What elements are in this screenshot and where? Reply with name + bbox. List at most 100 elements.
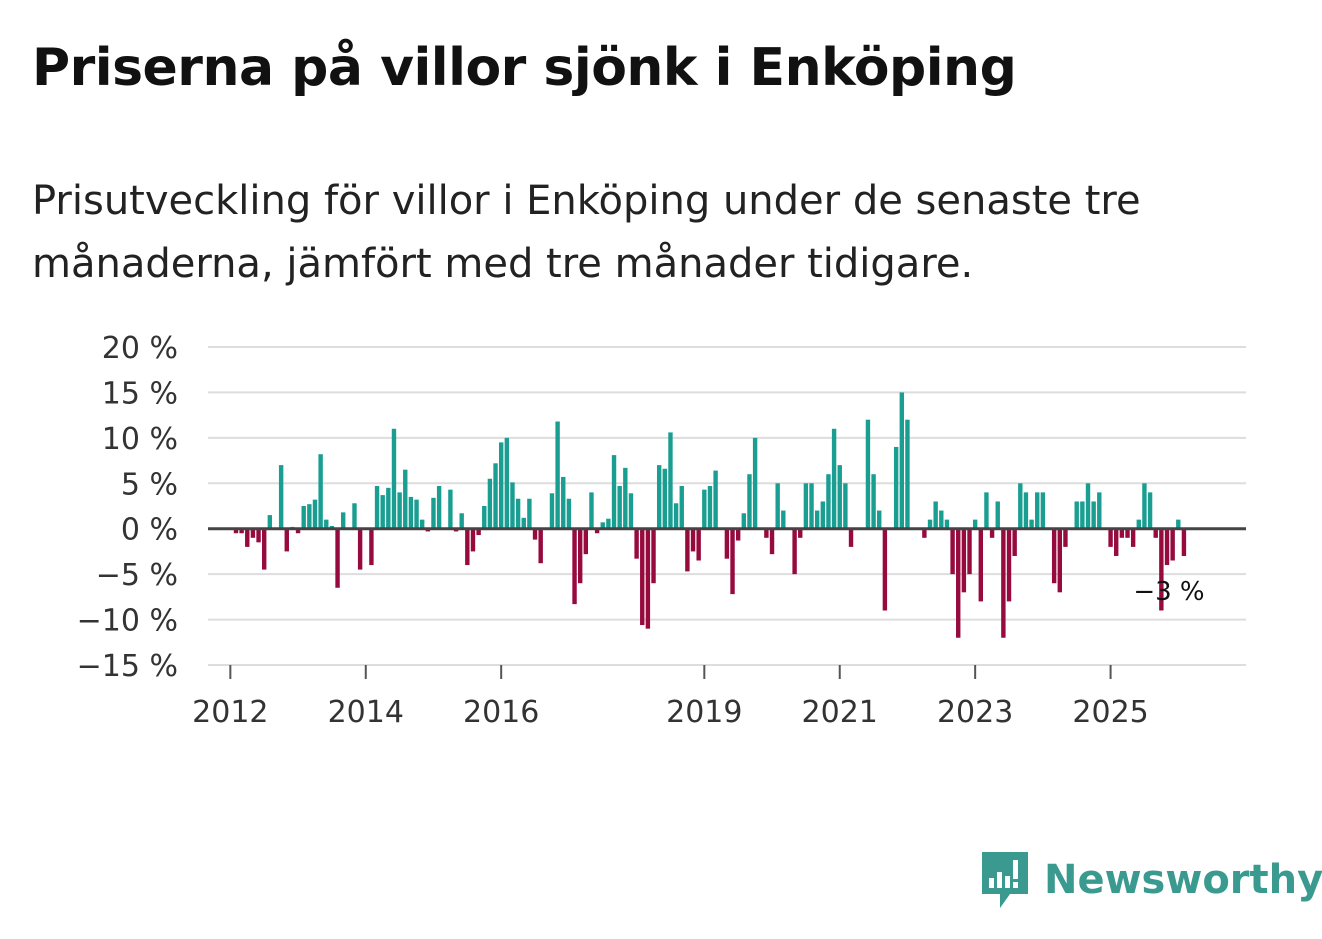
bar — [871, 474, 876, 529]
bar — [707, 486, 713, 529]
y-tick-label: 10 % — [102, 422, 178, 457]
bar — [865, 419, 871, 529]
bar — [448, 489, 453, 529]
gridlines — [208, 346, 1246, 666]
bar — [397, 492, 402, 529]
bar — [944, 519, 950, 529]
bar — [340, 512, 346, 529]
bar — [1001, 528, 1006, 638]
bar — [1119, 528, 1125, 538]
bar — [640, 528, 645, 626]
bar — [408, 496, 414, 529]
x-tick-label: 2012 — [192, 695, 268, 730]
bar — [521, 517, 526, 529]
bar — [922, 528, 927, 538]
bar — [1091, 501, 1096, 529]
bar — [510, 482, 515, 529]
bar — [673, 503, 679, 529]
bar — [978, 528, 983, 602]
y-tick-label: 0 % — [121, 513, 178, 548]
bar — [1114, 528, 1119, 556]
bar — [555, 421, 560, 529]
bar — [1108, 528, 1113, 547]
bar — [984, 492, 989, 529]
bar — [989, 528, 995, 538]
bar — [899, 392, 905, 529]
x-tick-label: 2019 — [666, 695, 742, 730]
bar — [679, 486, 684, 529]
bar — [1040, 492, 1046, 529]
bar — [1029, 519, 1034, 529]
bar — [577, 528, 583, 584]
bar — [1051, 528, 1057, 584]
bar — [1181, 528, 1187, 556]
bar — [245, 528, 250, 547]
chart-subtitle: Prisutveckling för villor i Enköping und… — [32, 178, 1141, 287]
bar — [1080, 501, 1085, 529]
bar — [656, 465, 662, 529]
bar — [769, 528, 775, 555]
bar — [403, 469, 408, 529]
bar — [1153, 528, 1158, 538]
y-tick-label: 15 % — [102, 376, 178, 411]
bar — [566, 498, 572, 529]
bar — [611, 455, 617, 529]
bar — [826, 474, 831, 529]
bar — [476, 528, 481, 536]
bar — [623, 467, 628, 529]
bar — [662, 468, 668, 529]
bar — [1136, 519, 1141, 529]
bar — [995, 501, 1000, 529]
bar — [848, 528, 854, 547]
bar — [713, 470, 718, 529]
bar — [583, 528, 589, 555]
bar — [741, 513, 747, 529]
bar — [724, 528, 730, 559]
bar — [374, 486, 380, 529]
bar — [600, 522, 605, 529]
bar — [798, 528, 803, 538]
y-tick-label: 5 % — [121, 467, 178, 502]
bar — [809, 483, 814, 529]
bar — [685, 528, 690, 572]
bar — [961, 528, 967, 593]
x-tick-label: 2016 — [463, 695, 539, 730]
bar — [792, 528, 797, 575]
bar — [352, 503, 357, 529]
bar — [645, 528, 651, 629]
last-value-annotation: −3 % — [1133, 577, 1204, 607]
bar — [380, 495, 385, 529]
bar — [696, 528, 701, 561]
bar — [498, 442, 504, 529]
bar — [549, 493, 555, 529]
bar — [431, 497, 436, 529]
bar — [1023, 492, 1029, 529]
y-tick-label: 20 % — [102, 331, 178, 366]
bar — [1018, 483, 1023, 529]
brand-name: Newsworthy — [1044, 857, 1322, 903]
bar — [262, 528, 267, 570]
bar — [730, 528, 735, 595]
bar — [301, 506, 306, 529]
bar — [927, 519, 933, 529]
bar — [436, 486, 442, 529]
bar — [814, 510, 820, 529]
bar — [967, 528, 972, 575]
bar — [391, 428, 397, 529]
bar — [295, 528, 301, 534]
x-tick-label: 2021 — [802, 695, 878, 730]
bar — [318, 454, 323, 529]
bar — [933, 501, 938, 529]
y-tick-label: −15 % — [77, 649, 178, 684]
bar — [690, 528, 696, 552]
bar — [1170, 528, 1175, 561]
bar — [493, 463, 498, 529]
x-tick-label: 2014 — [328, 695, 404, 730]
bar — [419, 519, 425, 529]
bar — [702, 489, 707, 529]
bar — [1097, 492, 1102, 529]
bar — [504, 437, 510, 529]
bar — [651, 528, 656, 584]
bar — [1012, 528, 1017, 556]
bar — [267, 515, 273, 529]
